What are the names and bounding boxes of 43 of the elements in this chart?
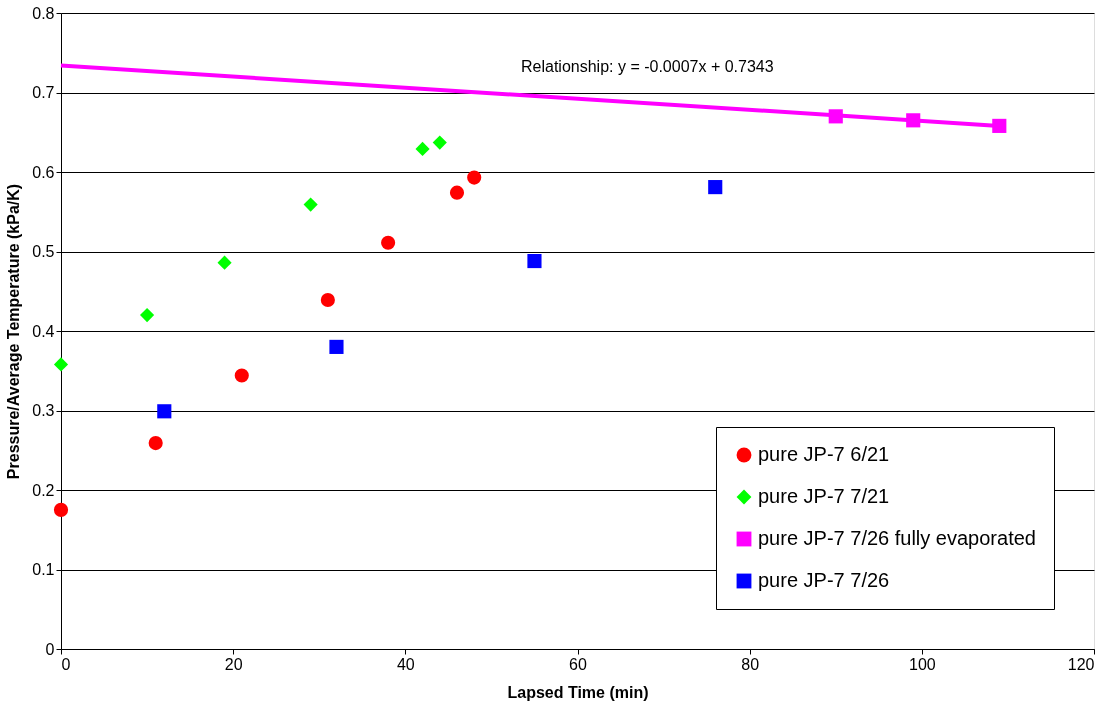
point: [303, 197, 318, 212]
x-axis-title: Lapsed Time (min): [507, 683, 649, 701]
point: [381, 235, 396, 250]
point: [53, 502, 69, 517]
y-tick-label: 0.7: [32, 84, 55, 101]
y-tick-label: 0.2: [32, 481, 55, 499]
point: [329, 339, 344, 354]
legend-label: pure JP-7 6/21: [758, 443, 890, 465]
y-tick-label: 0: [45, 640, 55, 658]
point: [140, 308, 155, 323]
y-tick-label: 0.1: [32, 561, 55, 578]
point: [320, 292, 335, 308]
annotation: Relationship: y = -0.0007x + 0.7343: [521, 58, 774, 75]
point: [415, 141, 430, 157]
y-tick-label: 0.3: [32, 402, 55, 419]
x-tick-label: 100: [908, 655, 936, 673]
point: [708, 180, 723, 195]
point: [906, 113, 921, 128]
x-tick-label: 120: [1067, 655, 1095, 673]
legend-label: pure JP-7 7/21: [758, 485, 890, 507]
y-tick-label: 0.8: [32, 4, 55, 22]
legend-label: pure JP-7 7/26 fully evaporated: [758, 527, 1036, 549]
x-tick-label: 80: [741, 655, 760, 673]
x-tick-label: 20: [224, 655, 243, 673]
y-tick-label: 0.4: [32, 322, 55, 340]
x-tick-label: 40: [396, 655, 415, 673]
point: [148, 436, 163, 451]
y-axis-title: Pressure/Average Temperature (kPa/K): [5, 183, 23, 480]
point: [53, 357, 69, 372]
x-tick-label: 60: [569, 655, 587, 673]
point: [992, 118, 1007, 133]
y-tick-label: 0.5: [32, 243, 55, 260]
point: [157, 404, 172, 419]
point: [432, 135, 447, 150]
point: [527, 253, 542, 269]
legend-label: pure JP-7 7/26: [758, 569, 890, 591]
point: [828, 109, 843, 124]
point: [467, 170, 482, 185]
point: [217, 255, 232, 270]
point: [449, 185, 465, 200]
y-tick-label: 0.6: [32, 163, 55, 181]
x-tick-label: 0: [61, 655, 71, 673]
point: [234, 368, 249, 383]
